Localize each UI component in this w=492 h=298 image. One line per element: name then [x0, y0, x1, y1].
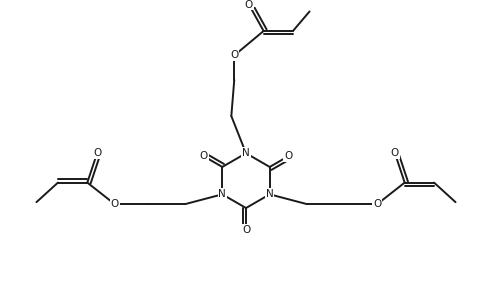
Text: O: O: [391, 148, 399, 158]
Text: O: O: [373, 199, 381, 209]
Text: O: O: [200, 151, 208, 161]
Text: O: O: [93, 148, 101, 158]
Text: O: O: [284, 151, 292, 161]
Text: O: O: [245, 0, 253, 10]
Text: O: O: [111, 199, 119, 209]
Text: O: O: [242, 224, 250, 235]
Text: N: N: [218, 189, 226, 199]
Text: N: N: [242, 148, 250, 158]
Text: N: N: [266, 189, 274, 199]
Text: O: O: [230, 50, 239, 60]
